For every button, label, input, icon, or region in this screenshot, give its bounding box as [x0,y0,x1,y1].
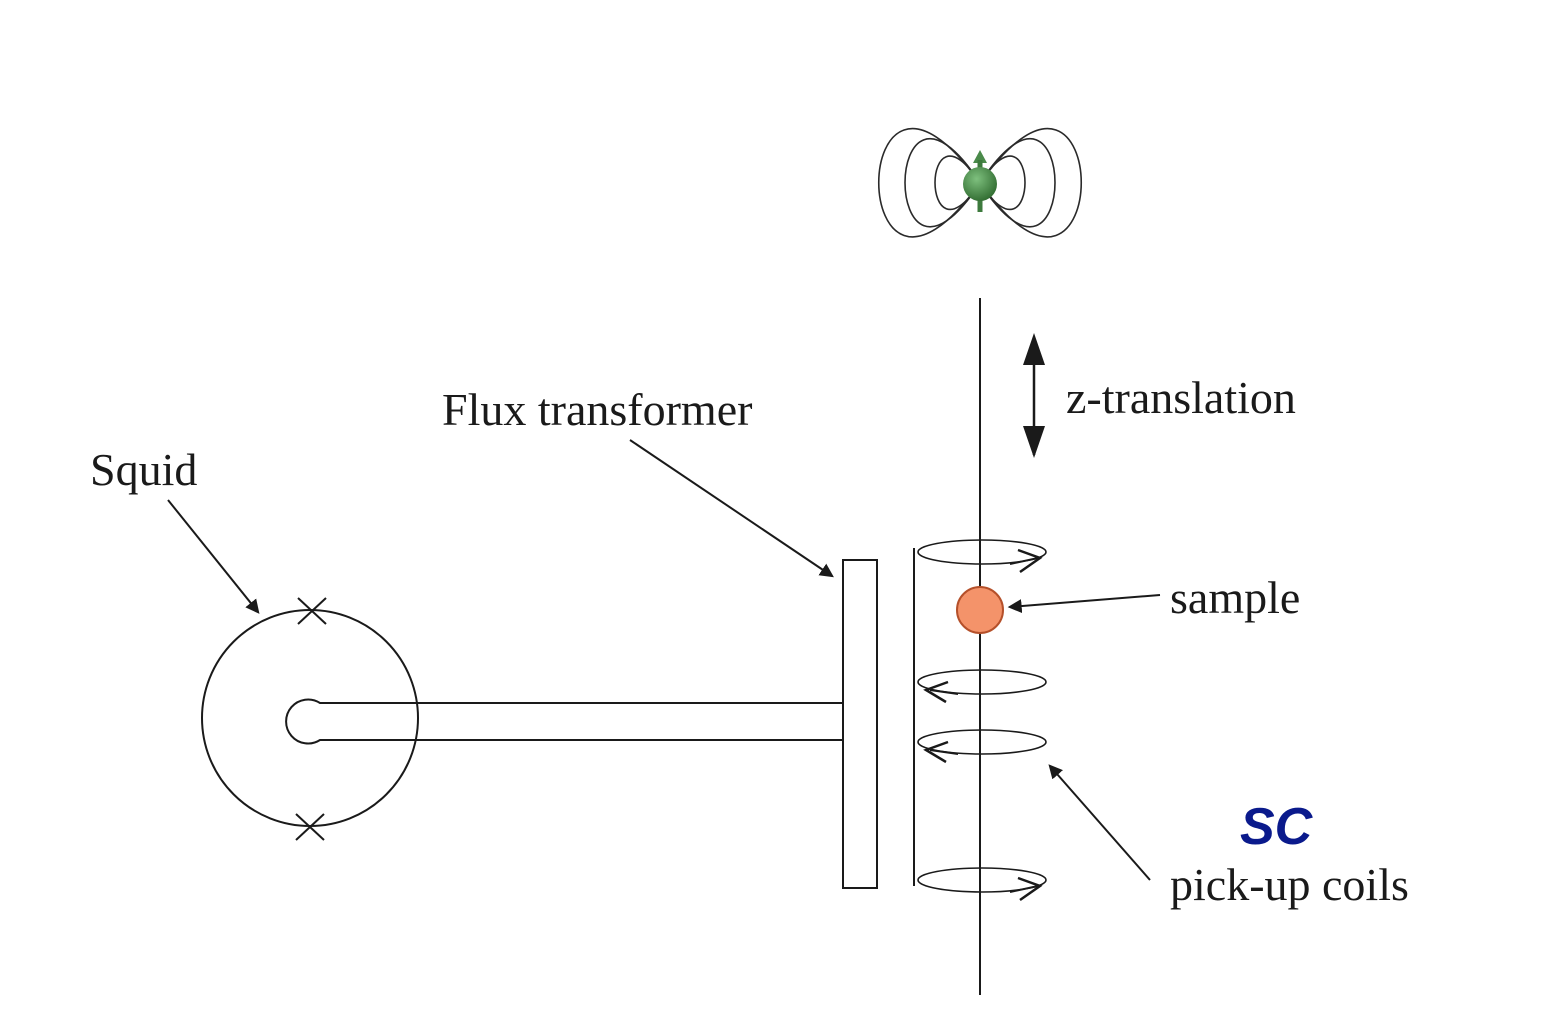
squid-pointer-arrow [167,499,260,614]
josephson-junction-bottom-icon [295,813,325,841]
z-translation-label: z-translation [1066,372,1296,423]
pickup-coil-bottom [917,867,1047,902]
pickup-coil-middle-upper [917,669,1047,704]
josephson-junction-top-icon [297,597,327,625]
squid-label: Squid [90,444,197,495]
magnetic-dipole-icon [963,150,997,212]
flux-transformer-plate [842,559,878,889]
field-line-outer-right [979,127,1082,238]
squid-loop [201,597,419,841]
squid-input-coil [285,698,336,745]
field-line-inner-left [934,155,981,211]
dipole-field-lines [878,127,1082,238]
pickup-coils [917,539,1047,902]
pickup-coil-middle-lower [917,729,1047,764]
flux-transformer-label: Flux transformer [442,384,752,435]
sample-sphere [956,586,1004,634]
field-line-outer-left [878,127,981,238]
sample-label: sample [1170,572,1300,623]
sc-label: SC [1240,798,1314,856]
pickup-coils-label: pick-up coils [1170,859,1409,910]
flux-transformer-pointer-arrow [629,439,834,578]
pickup-coil-top [917,539,1047,574]
flux-transformer-wires [336,702,843,741]
sample-pointer-arrow [1007,594,1161,614]
pickup-coils-pointer-arrow [1048,764,1151,881]
field-line-inner-right [979,155,1026,211]
z-translation-arrow-icon [1023,333,1045,458]
